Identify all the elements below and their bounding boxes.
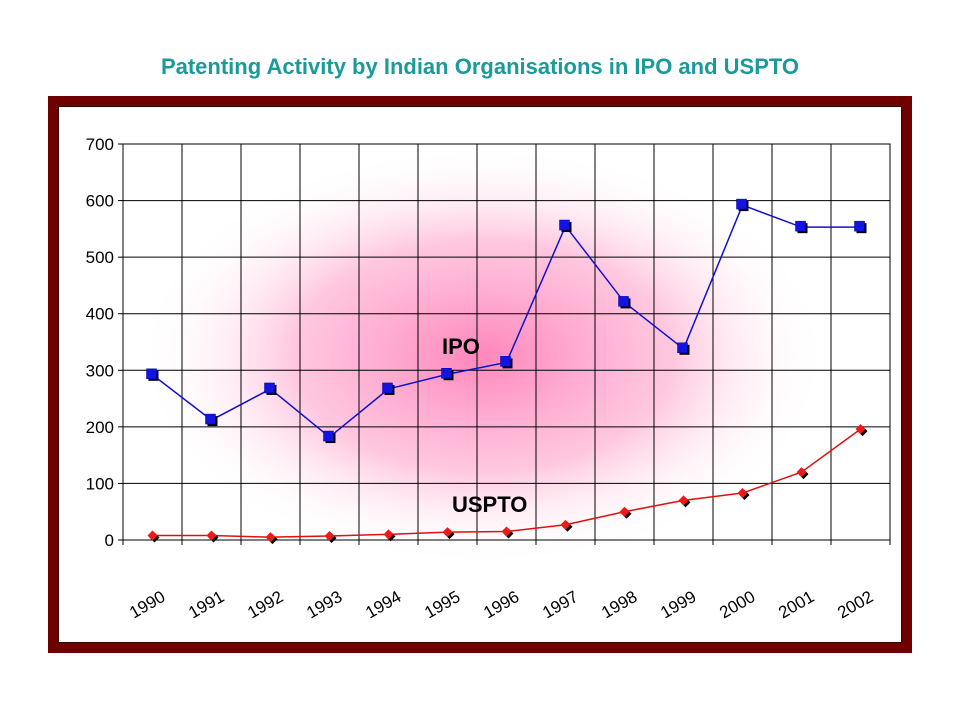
data-point-uspto [560, 519, 571, 530]
plot-border [122, 143, 891, 541]
x-tick-label: 1998 [598, 587, 640, 622]
axes [118, 143, 891, 545]
chart-plot: 0 100 200 300 400 500 600 700 1990 1991 1992 1993 19… [86, 135, 891, 622]
data-point-uspto [265, 532, 276, 543]
data-point-uspto [501, 526, 512, 537]
y-tick-label: 700 [86, 135, 114, 154]
series-layer [146, 198, 868, 545]
y-tick-label: 200 [86, 418, 114, 437]
x-tick-label: 1992 [244, 587, 286, 622]
data-point-uspto [796, 467, 807, 478]
y-tick-label: 300 [86, 361, 114, 380]
data-point-uspto [442, 527, 453, 538]
data-point-ipo [736, 198, 747, 210]
data-point-ipo [795, 220, 806, 232]
data-point-ipo [618, 296, 629, 307]
chart-title: Patenting Activity by Indian Organisatio… [160, 54, 800, 79]
data-point-uspto [855, 424, 866, 435]
series-ipo [146, 198, 867, 444]
data-point-uspto [324, 531, 335, 542]
series-label-uspto: USPTO [452, 492, 527, 517]
x-tick-label: 1996 [480, 587, 522, 622]
y-tick-label: 400 [86, 305, 114, 324]
data-point-uspto [206, 530, 217, 541]
data-point-ipo [854, 220, 865, 232]
y-tick-label: 100 [86, 474, 114, 493]
y-tick-label: 600 [86, 192, 114, 211]
data-point-ipo [323, 430, 334, 442]
x-tick-label: 1999 [657, 587, 699, 622]
x-tick-label: 2001 [775, 587, 817, 622]
series-uspto [147, 424, 868, 545]
data-point-ipo [441, 367, 452, 379]
data-point-ipo [264, 382, 275, 394]
data-point-ipo [382, 382, 393, 394]
data-point-uspto [737, 488, 748, 499]
x-tick-label: 1991 [185, 587, 227, 622]
x-tick-label: 2002 [834, 587, 876, 622]
x-tick-label: 1997 [539, 587, 581, 622]
series-label-ipo: IPO [442, 334, 480, 359]
data-point-uspto [678, 495, 689, 506]
x-tick-label: 2000 [716, 587, 758, 622]
x-tick-label: 1990 [126, 587, 168, 622]
data-point-uspto [619, 506, 630, 517]
x-tick-label: 1994 [362, 587, 404, 622]
data-point-ipo [677, 342, 688, 354]
x-tick-label: 1995 [421, 587, 463, 622]
data-point-ipo [559, 219, 570, 231]
data-point-ipo [146, 368, 157, 380]
data-point-uspto [383, 529, 394, 540]
data-point-ipo [500, 356, 511, 367]
x-tick-label: 1993 [303, 587, 345, 622]
data-point-uspto [147, 530, 158, 541]
y-tick-label: 0 [105, 531, 114, 550]
y-tick-label: 500 [86, 248, 114, 267]
chart-frame: 0 100 200 300 400 500 600 700 1990 1991 1992 1993 19… [48, 96, 912, 653]
data-point-ipo [205, 413, 216, 425]
